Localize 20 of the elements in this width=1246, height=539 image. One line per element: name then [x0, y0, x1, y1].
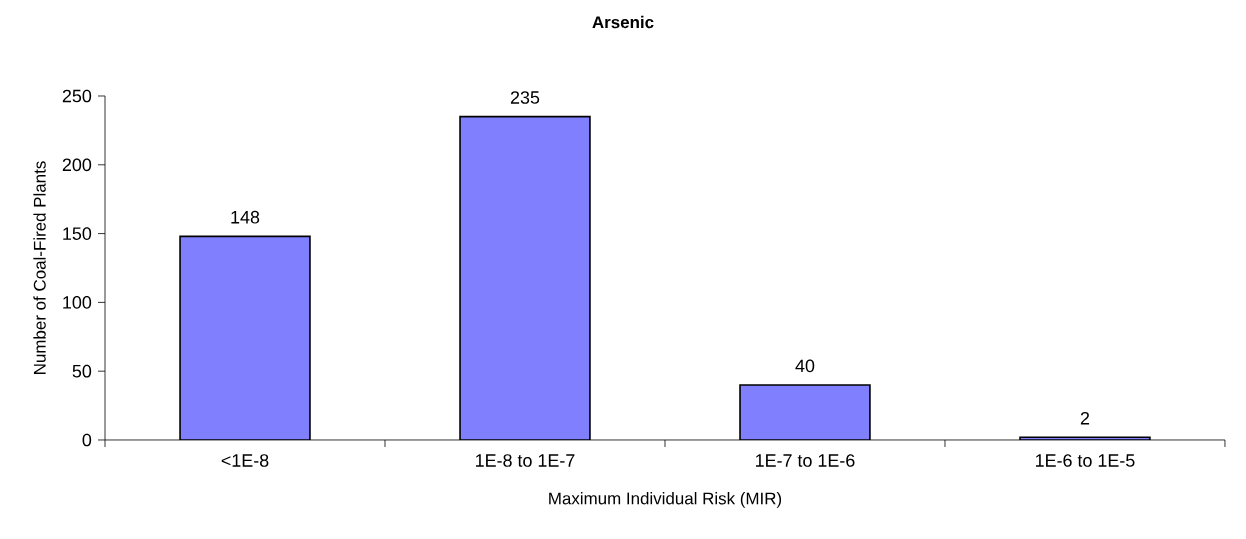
y-tick-label: 0	[82, 433, 92, 447]
y-tick-label: 250	[62, 89, 92, 103]
x-tick-label: 1E-6 to 1E-5	[1035, 454, 1135, 467]
y-tick-label: 50	[72, 364, 92, 378]
x-tick-label: <1E-8	[221, 454, 269, 467]
data-label: 40	[795, 359, 815, 373]
y-tick-label: 100	[63, 296, 92, 309]
bar	[179, 235, 311, 440]
data-label: 2	[1080, 411, 1090, 425]
y-tick-label: 200	[62, 158, 92, 172]
bar	[459, 115, 591, 440]
y-tick-label: 150	[63, 227, 92, 240]
data-label: 235	[510, 91, 540, 104]
bar	[739, 384, 871, 440]
x-tick-label: 1E-8 to 1E-7	[476, 454, 575, 467]
y-axis-title: Number of Coal-Fired Plants	[33, 161, 46, 374]
x-axis-title: Maximum Individual Risk (MIR)	[549, 492, 782, 508]
x-tick-label: 1E-7 to 1E-6	[756, 454, 855, 467]
data-label: 148	[231, 210, 260, 224]
chart-title: Arsenic	[592, 15, 654, 29]
